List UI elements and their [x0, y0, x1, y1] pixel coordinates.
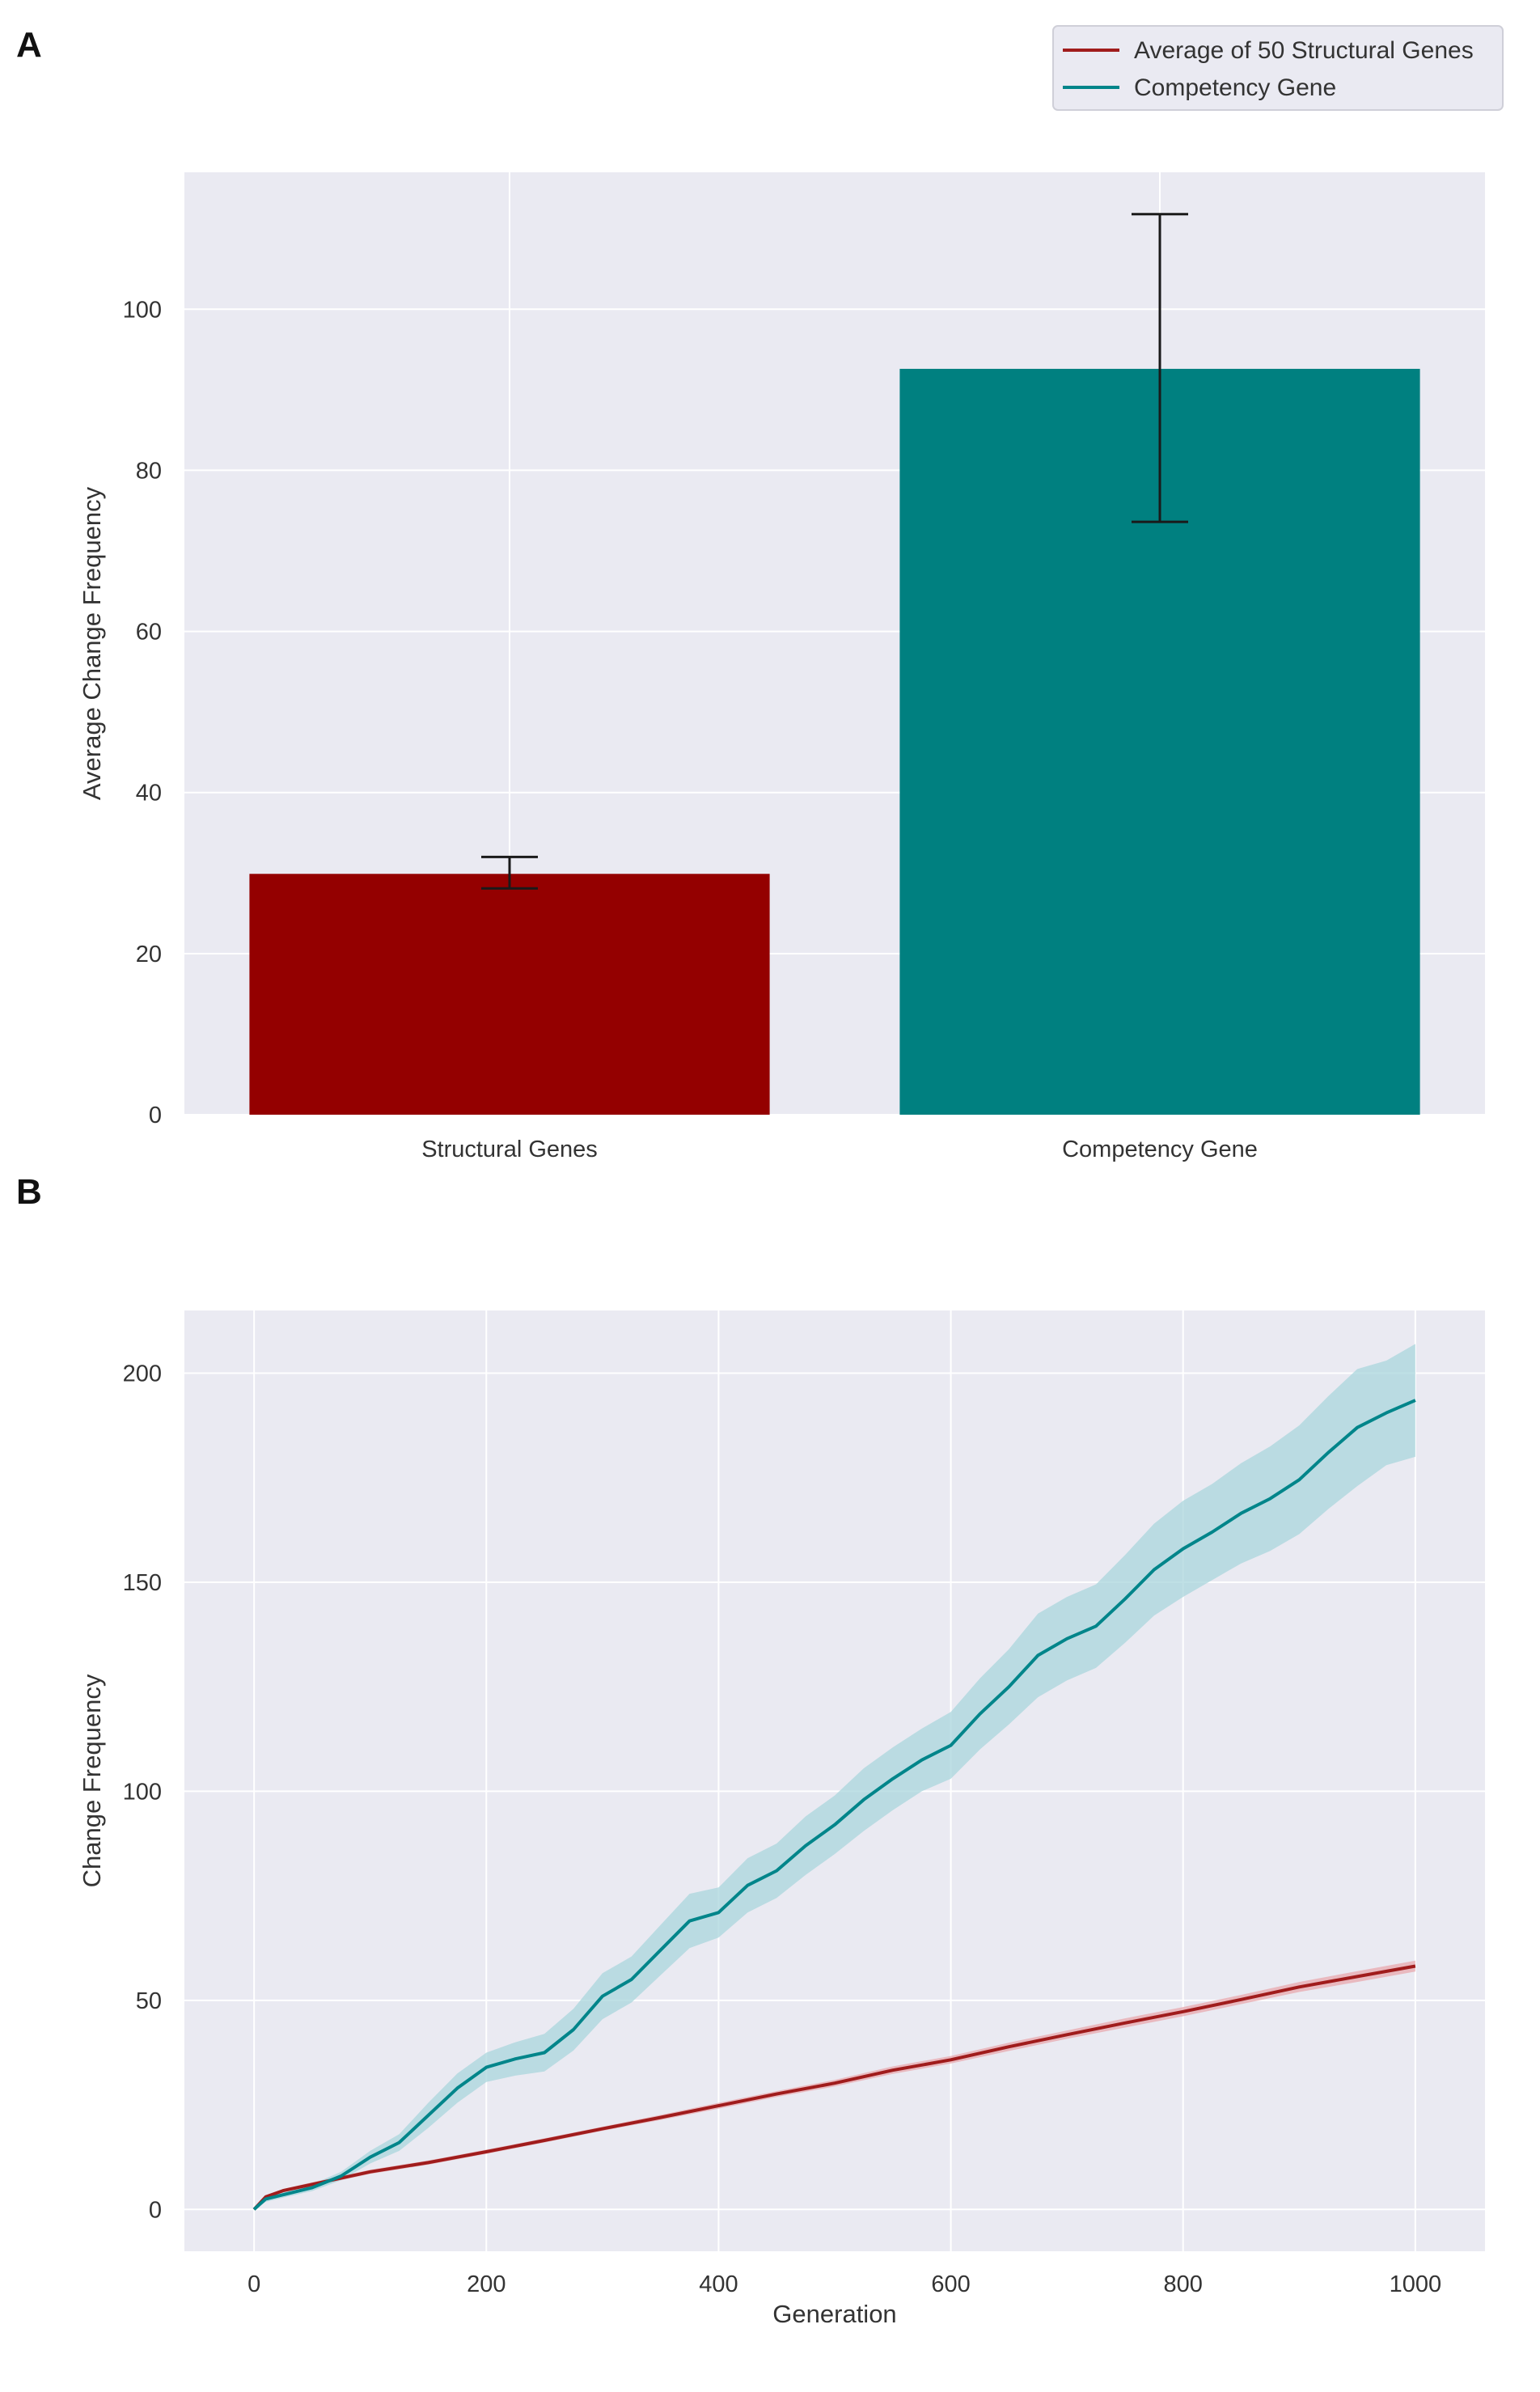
y-tick-label: 100 [123, 1779, 162, 1805]
y-tick-label: 0 [149, 2197, 162, 2223]
legend-box [1052, 25, 1504, 111]
y-tick-label: 20 [136, 942, 162, 967]
x-tick-label: 600 [931, 2271, 970, 2297]
confidence-band-competency-gene [254, 1344, 1415, 2210]
legend: Average of 50 Structural Genes Competency… [1052, 25, 1504, 111]
y-axis-label: Average Change Frequency [78, 486, 106, 800]
y-tick-label: 60 [136, 620, 162, 646]
y-axis-label: Change Frequency [78, 1674, 106, 1887]
y-tick-label: 100 [123, 297, 162, 323]
y-tick-label: 0 [149, 1103, 162, 1128]
bar-structural-genes [249, 874, 770, 1115]
x-tick-label: 1000 [1390, 2271, 1442, 2297]
panel-a-bar-chart: 0 20 40 60 80 100 Structural Genes Competency G… [78, 172, 1485, 1162]
y-tick-label: 200 [123, 1361, 162, 1387]
series-line-average-of-50-structural-genes [252, 1964, 1416, 2211]
x-axis-label: Generation [772, 2300, 896, 2328]
x-tick-label: 400 [699, 2271, 738, 2297]
legend-label: Competency Gene [1134, 74, 1336, 101]
x-tick-label: 200 [467, 2271, 506, 2297]
panel-label-a: A [16, 25, 42, 65]
y-tick-label: 150 [123, 1570, 162, 1596]
panel-b-line-chart: 0 50 100 150 200 0 200 400 600 800 1000 Generation C… [78, 1310, 1485, 2328]
x-tick-label: Competency Gene [1062, 1137, 1258, 1162]
y-tick-label: 80 [136, 458, 162, 484]
legend-label: Average of 50 Structural Genes [1134, 37, 1474, 64]
y-tick-label: 50 [136, 1988, 162, 2014]
panel-label-b: B [16, 1172, 42, 1212]
y-tick-label: 40 [136, 781, 162, 807]
x-tick-label: Structural Genes [421, 1137, 598, 1162]
x-tick-label: 0 [248, 2271, 260, 2297]
series-line-competency-gene [252, 1399, 1416, 2211]
x-tick-label: 800 [1164, 2271, 1203, 2297]
